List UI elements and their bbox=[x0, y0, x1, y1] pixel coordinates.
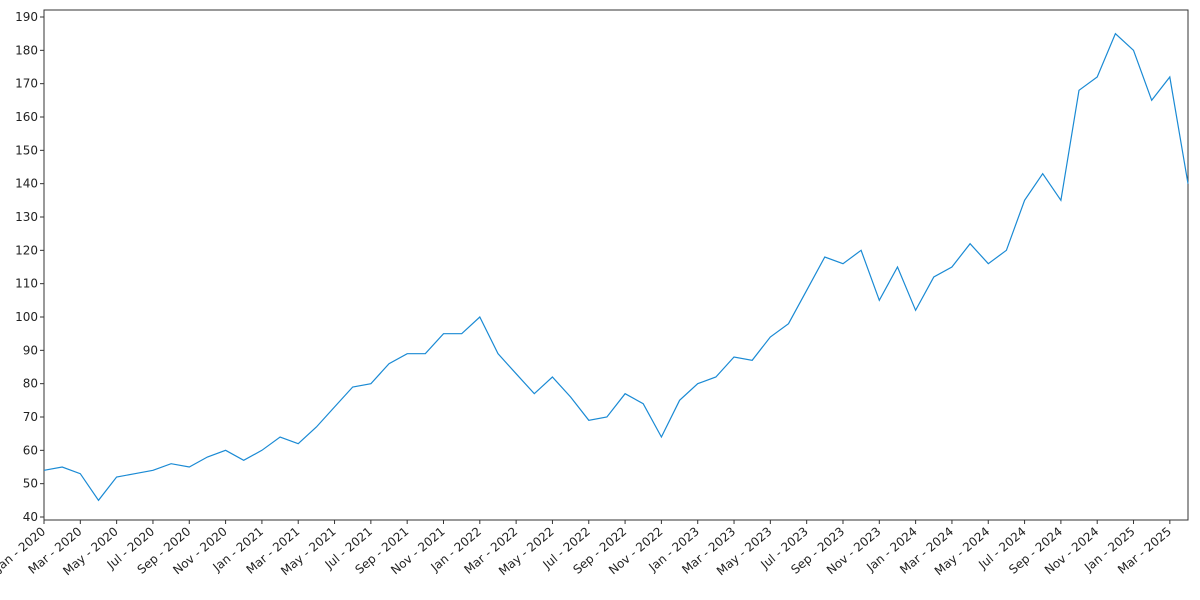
y-tick-label: 190 bbox=[15, 10, 38, 24]
y-tick-label: 120 bbox=[15, 243, 38, 257]
y-tick-label: 160 bbox=[15, 110, 38, 124]
y-tick-label: 100 bbox=[15, 310, 38, 324]
y-tick-label: 40 bbox=[23, 510, 38, 524]
y-tick-label: 90 bbox=[23, 343, 38, 357]
y-tick-label: 180 bbox=[15, 43, 38, 57]
y-tick-label: 80 bbox=[23, 377, 38, 391]
y-tick-label: 150 bbox=[15, 143, 38, 157]
y-tick-label: 60 bbox=[23, 443, 38, 457]
y-tick-label: 50 bbox=[23, 477, 38, 491]
y-tick-label: 170 bbox=[15, 77, 38, 91]
y-tick-label: 140 bbox=[15, 177, 38, 191]
y-tick-label: 110 bbox=[15, 277, 38, 291]
y-tick-label: 130 bbox=[15, 210, 38, 224]
price-line bbox=[43, 32, 1189, 502]
y-tick-label: 70 bbox=[23, 410, 38, 424]
plot-frame bbox=[43, 9, 1189, 521]
